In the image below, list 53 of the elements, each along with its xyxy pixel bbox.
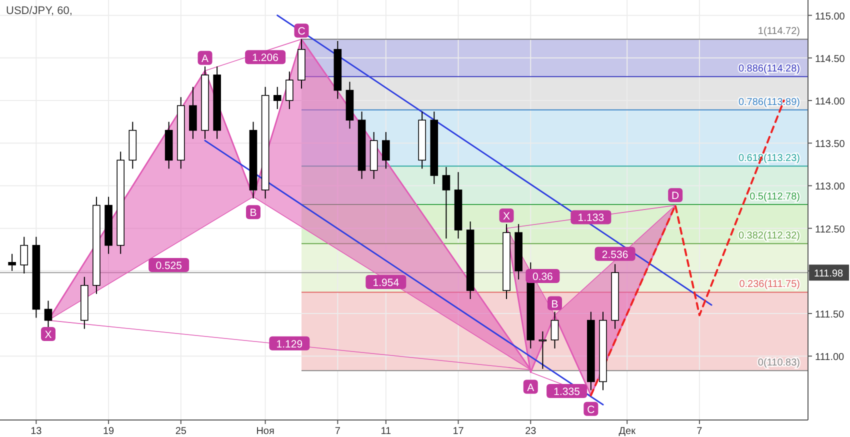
annotation: A (527, 382, 534, 394)
y-tick-label: 114.00 (815, 96, 846, 108)
annotation: X (503, 210, 510, 223)
candlestick (550, 311, 559, 349)
ref-line-label: 0.236(111.75) (739, 279, 800, 290)
ref-line-label: 0.786(113.89) (738, 96, 800, 108)
x-tick-label: 17 (452, 426, 464, 437)
candlestick (538, 330, 547, 370)
ref-line-label: 111.98 (814, 268, 844, 280)
annotation: 1.335 (554, 386, 580, 398)
annotation: 2.536 (602, 248, 628, 261)
ref-line-label: 0(110.83) (758, 358, 800, 369)
annotation: C (298, 26, 306, 38)
x-tick-label: 19 (102, 426, 115, 437)
annotation: 1.129 (276, 338, 303, 350)
annotation: 0.525 (156, 260, 182, 272)
ref-line-label: 0.886(114.28) (738, 64, 800, 75)
y-tick-label: 111.00 (815, 352, 845, 364)
candlestick (442, 166, 450, 240)
annotation: A (202, 52, 209, 65)
annotation: 1.954 (372, 276, 400, 289)
x-tick-label: Дек (618, 426, 636, 437)
annotation: B (250, 207, 257, 220)
x-tick-label: 7 (696, 426, 703, 437)
candlestick (20, 236, 28, 274)
x-tick-label: 23 (525, 426, 537, 437)
annotation: 1.206 (252, 52, 279, 64)
y-tick-label: 115.00 (815, 11, 846, 22)
candlestick (8, 253, 16, 272)
annotation: C (587, 404, 596, 416)
x-tick-label: 11 (380, 426, 392, 437)
y-tick-label: 114.50 (815, 54, 846, 65)
annotation: X (44, 328, 52, 341)
y-tick-label: 112.50 (815, 224, 846, 236)
y-tick-label: 111.50 (815, 310, 845, 321)
x-tick-label: 7 (334, 426, 341, 437)
annotation: 0.36 (532, 271, 554, 284)
x-tick-label: 25 (175, 426, 187, 437)
ref-line-label: 0.382(112.32) (738, 230, 800, 242)
candlestick (273, 86, 282, 110)
y-tick-label: 113.00 (815, 182, 846, 193)
x-tick-label: Ноя (256, 426, 274, 437)
ref-line-label: 0.5(112.78) (750, 191, 800, 202)
candlestick (382, 132, 390, 170)
annotation: 1.133 (578, 212, 604, 224)
y-tick-label: 113.50 (815, 139, 846, 150)
text: USD/JPY, 60, (6, 5, 72, 17)
x-tick-label: 13 (30, 426, 42, 437)
candlestick (286, 71, 294, 110)
annotation: B (551, 298, 558, 310)
ref-line-label: 1(114.72) (758, 26, 800, 38)
annotation: D (672, 190, 680, 202)
candlestick (44, 300, 52, 330)
